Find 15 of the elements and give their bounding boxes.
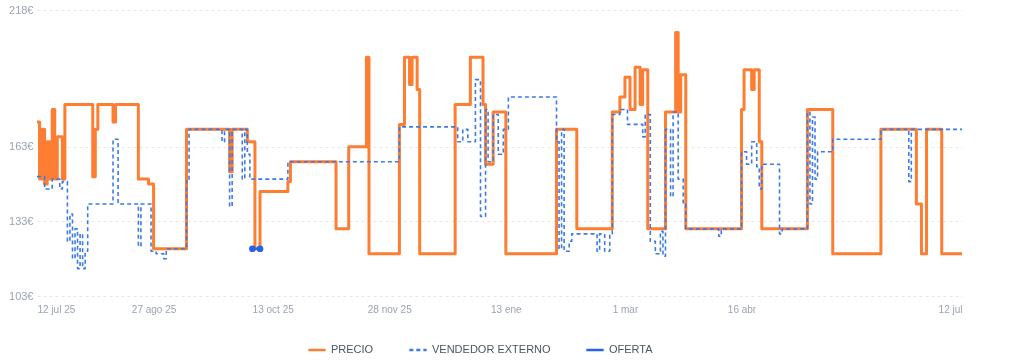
y-tick-label: 103€ xyxy=(9,289,34,302)
x-tick-label: 28 nov 25 xyxy=(367,303,413,315)
legend-label: PRECIO xyxy=(331,343,374,355)
x-tick-label: 27 ago 25 xyxy=(131,303,177,315)
x-tick-label: 13 ene xyxy=(491,303,523,315)
x-tick-label: 16 abr xyxy=(727,303,757,315)
x-tick-label: 13 oct 25 xyxy=(252,303,295,315)
x-tick-label: 12 jul 25 xyxy=(37,303,76,315)
y-tick-label: 218€ xyxy=(9,3,34,16)
legend-label: OFERTA xyxy=(609,343,654,355)
legend-label: VENDEDOR EXTERNO xyxy=(432,343,552,355)
y-tick-label: 133€ xyxy=(9,214,34,227)
x-tick-label: 12 jul xyxy=(938,303,963,315)
y-tick-label: 163€ xyxy=(9,140,34,153)
x-tick-label: 1 mar xyxy=(612,303,639,315)
